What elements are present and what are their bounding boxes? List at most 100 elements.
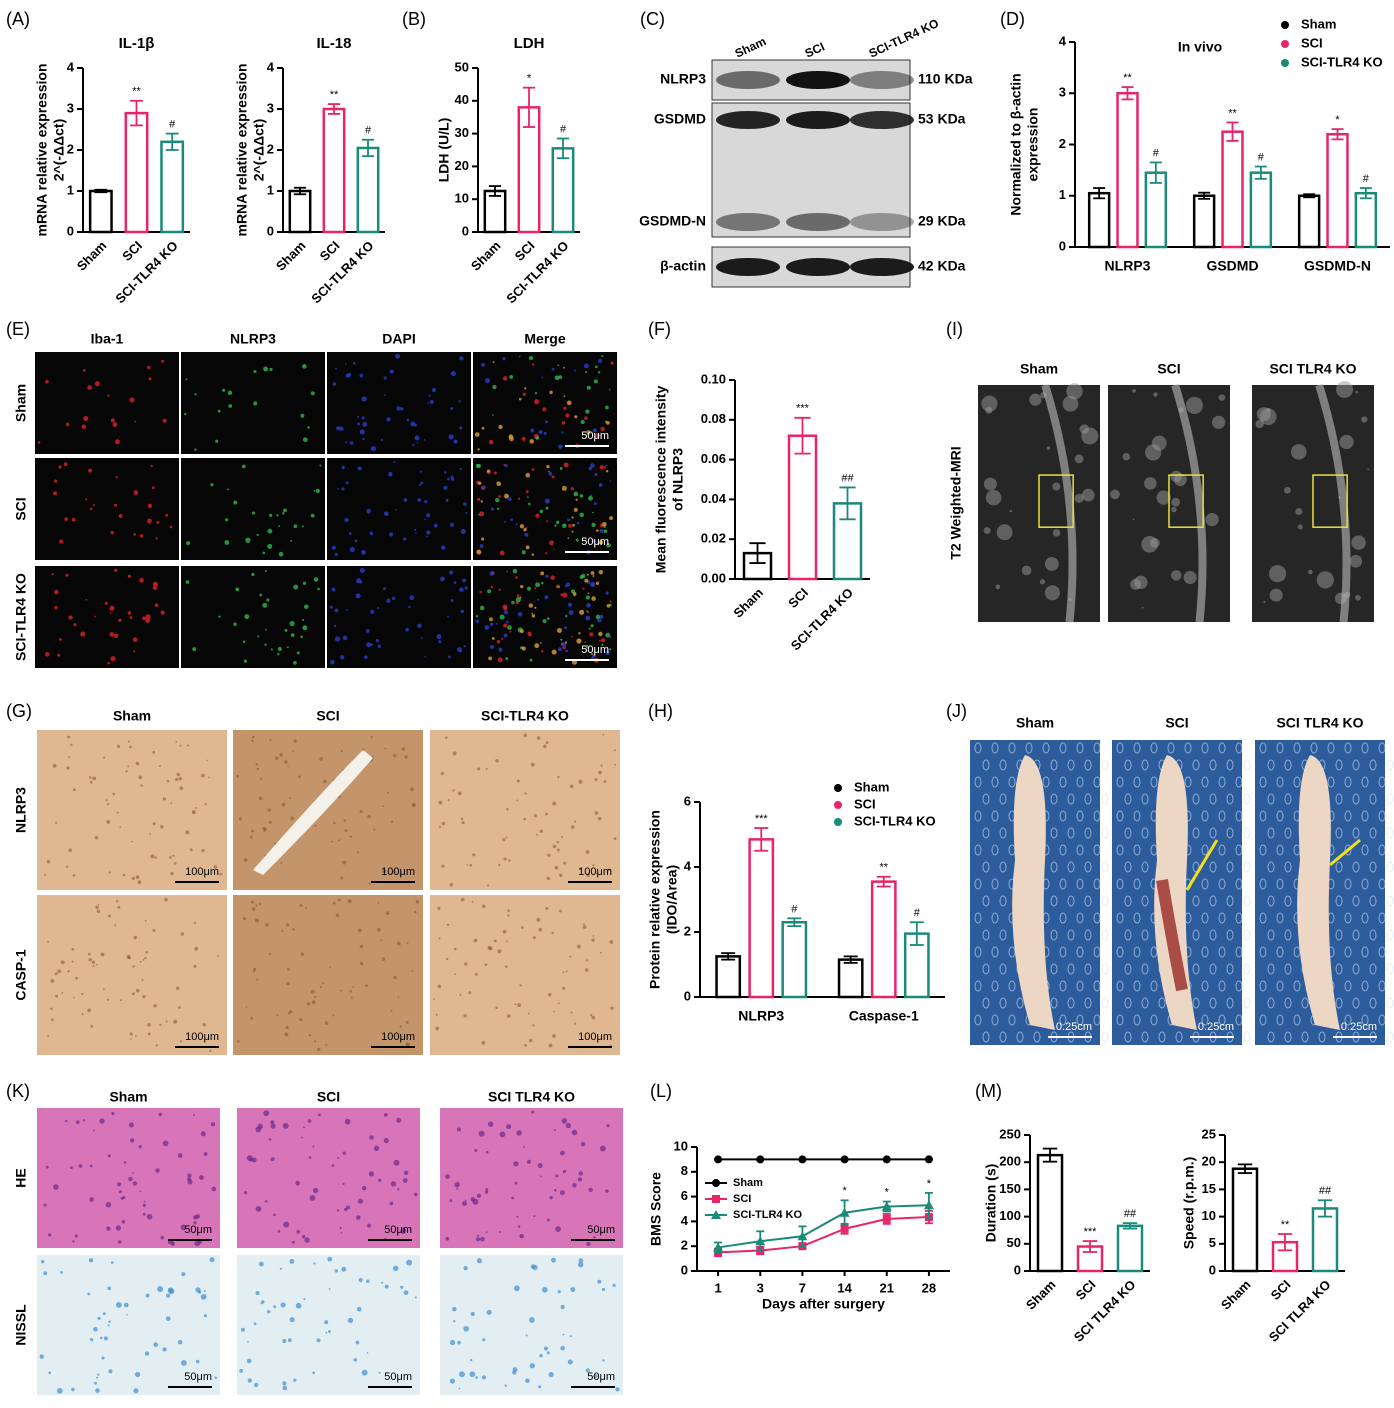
texture [406,1259,413,1266]
texture [1067,997,1075,1009]
error-bar [1331,128,1344,141]
texture [445,498,449,502]
texture [58,465,62,469]
texture [1141,759,1149,771]
texture [560,1345,565,1351]
texture [588,1187,593,1193]
texture [345,373,350,378]
texture [1355,594,1361,601]
texture [50,1018,54,1022]
texture [304,604,309,609]
texture [43,1203,47,1207]
texture [54,589,59,595]
texture [400,1227,407,1234]
texture [338,426,344,431]
texture [202,1023,206,1027]
texture [1266,408,1271,413]
texture [495,1006,498,1010]
error-bar [1121,86,1134,101]
texture [131,840,133,843]
row-label: Sham [13,384,29,422]
texture [431,387,437,393]
texture [300,413,305,418]
texture [380,939,383,942]
texture [161,359,165,363]
texture [456,1187,458,1190]
texture [376,927,381,932]
texture [487,589,492,594]
texture [489,644,495,649]
texture [530,428,535,433]
texture [598,540,604,545]
texture [183,412,187,416]
texture [560,1304,565,1310]
texture [1209,793,1217,805]
texture [1059,742,1067,754]
texture [1344,946,1352,958]
texture [601,355,604,358]
texture [370,446,376,452]
texture [209,1049,212,1053]
texture [406,418,410,422]
texture [145,618,151,623]
bar [870,880,897,999]
texture [1150,742,1158,754]
texture [316,1338,321,1343]
texture [605,650,610,656]
texture [1276,1014,1284,1026]
texture [514,1181,518,1185]
error-bar [876,875,891,888]
y-tick-label: 20 [1202,1154,1216,1169]
texture [115,899,119,903]
texture [243,858,248,863]
texture [289,620,295,627]
texture [288,797,291,799]
texture [417,623,422,629]
texture [152,581,158,587]
y-tick-label: 6 [681,1188,688,1203]
texture [480,500,483,503]
significance-label: * [527,73,532,85]
texture [185,580,190,584]
texture [263,366,269,372]
texture [567,1359,573,1365]
texture [121,1220,126,1224]
texture [585,1368,590,1373]
legend-label: SCI [854,796,876,811]
texture [515,596,522,603]
texture [454,1182,460,1188]
texture [1243,895,1251,907]
texture [482,1338,486,1342]
texture [361,396,367,402]
texture [565,614,568,618]
texture [529,1363,535,1369]
texture [602,733,605,736]
texture [265,923,269,927]
texture [554,1188,557,1192]
texture [311,1000,316,1005]
texture [444,736,448,740]
texture [405,1020,409,1024]
chart-title: IL-18 [316,35,351,52]
texture [393,1159,400,1166]
texture [609,516,613,520]
texture [389,369,394,374]
texture [449,1199,453,1202]
texture [1386,929,1394,941]
texture [1352,895,1360,907]
texture [605,632,611,638]
texture [1084,759,1092,771]
texture [606,543,611,548]
texture [72,1240,75,1243]
micrograph: 50μm [473,458,617,560]
spinal-cord [1012,755,1055,1030]
texture [162,1140,169,1147]
texture [1150,980,1158,992]
texture [150,854,155,859]
texture [165,1293,171,1298]
micrograph: 0.25cm [970,740,1109,1045]
texture [185,378,188,381]
texture [486,1309,492,1315]
texture [1044,585,1060,601]
texture [558,375,563,379]
